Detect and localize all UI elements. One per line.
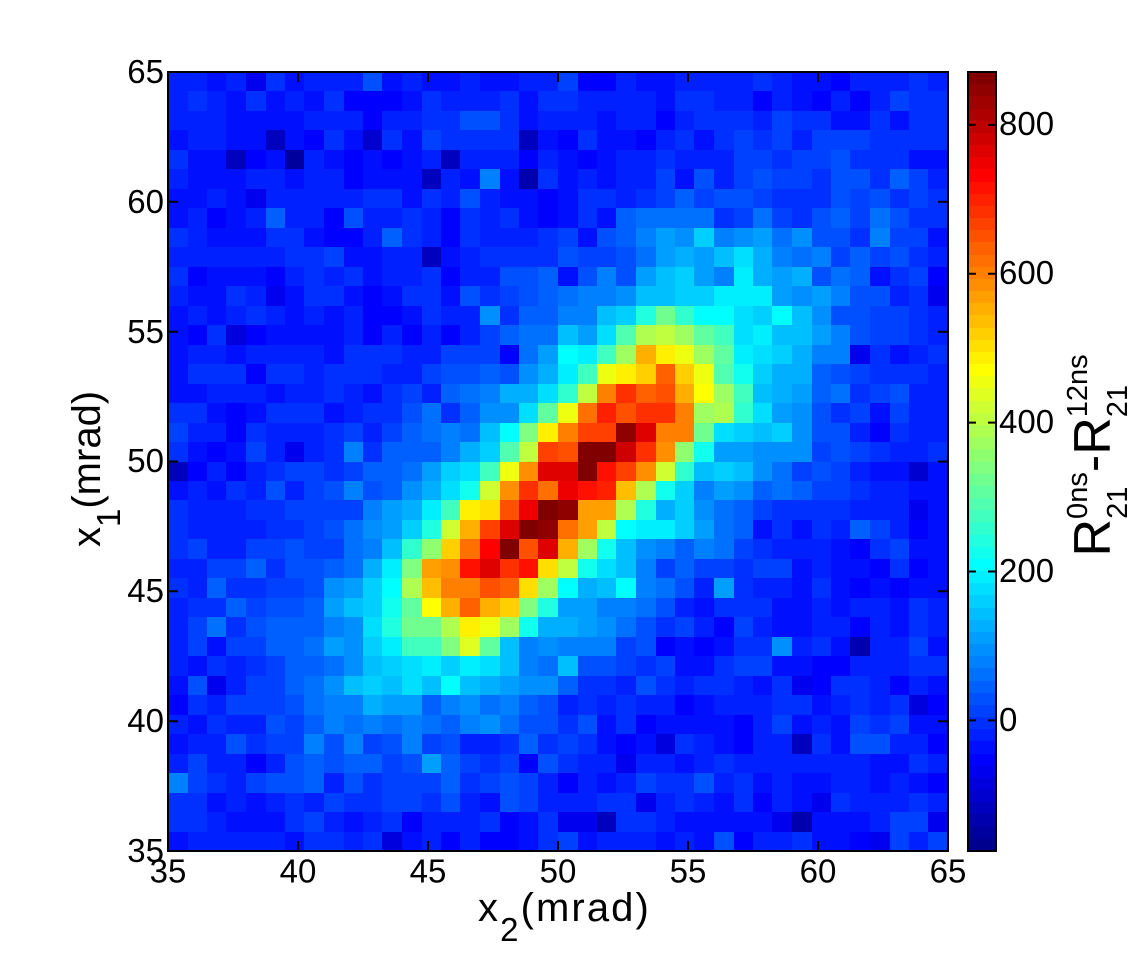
svg-text:65: 65 bbox=[127, 53, 164, 90]
svg-text:600: 600 bbox=[999, 254, 1054, 291]
svg-text:35: 35 bbox=[150, 853, 187, 890]
svg-text:45: 45 bbox=[127, 572, 164, 609]
svg-text:35: 35 bbox=[127, 832, 164, 869]
svg-text:50: 50 bbox=[127, 442, 164, 479]
svg-text:400: 400 bbox=[999, 403, 1054, 440]
svg-text:45: 45 bbox=[410, 853, 447, 890]
svg-text:800: 800 bbox=[999, 105, 1054, 142]
svg-text:200: 200 bbox=[999, 552, 1054, 589]
svg-text:65: 65 bbox=[930, 853, 967, 890]
svg-text:40: 40 bbox=[280, 853, 317, 890]
svg-text:60: 60 bbox=[127, 183, 164, 220]
svg-text:55: 55 bbox=[127, 313, 164, 350]
svg-text:40: 40 bbox=[127, 702, 164, 739]
svg-text:0: 0 bbox=[999, 701, 1017, 738]
svg-text:50: 50 bbox=[540, 853, 577, 890]
svg-text:55: 55 bbox=[670, 853, 707, 890]
svg-text:60: 60 bbox=[800, 853, 837, 890]
